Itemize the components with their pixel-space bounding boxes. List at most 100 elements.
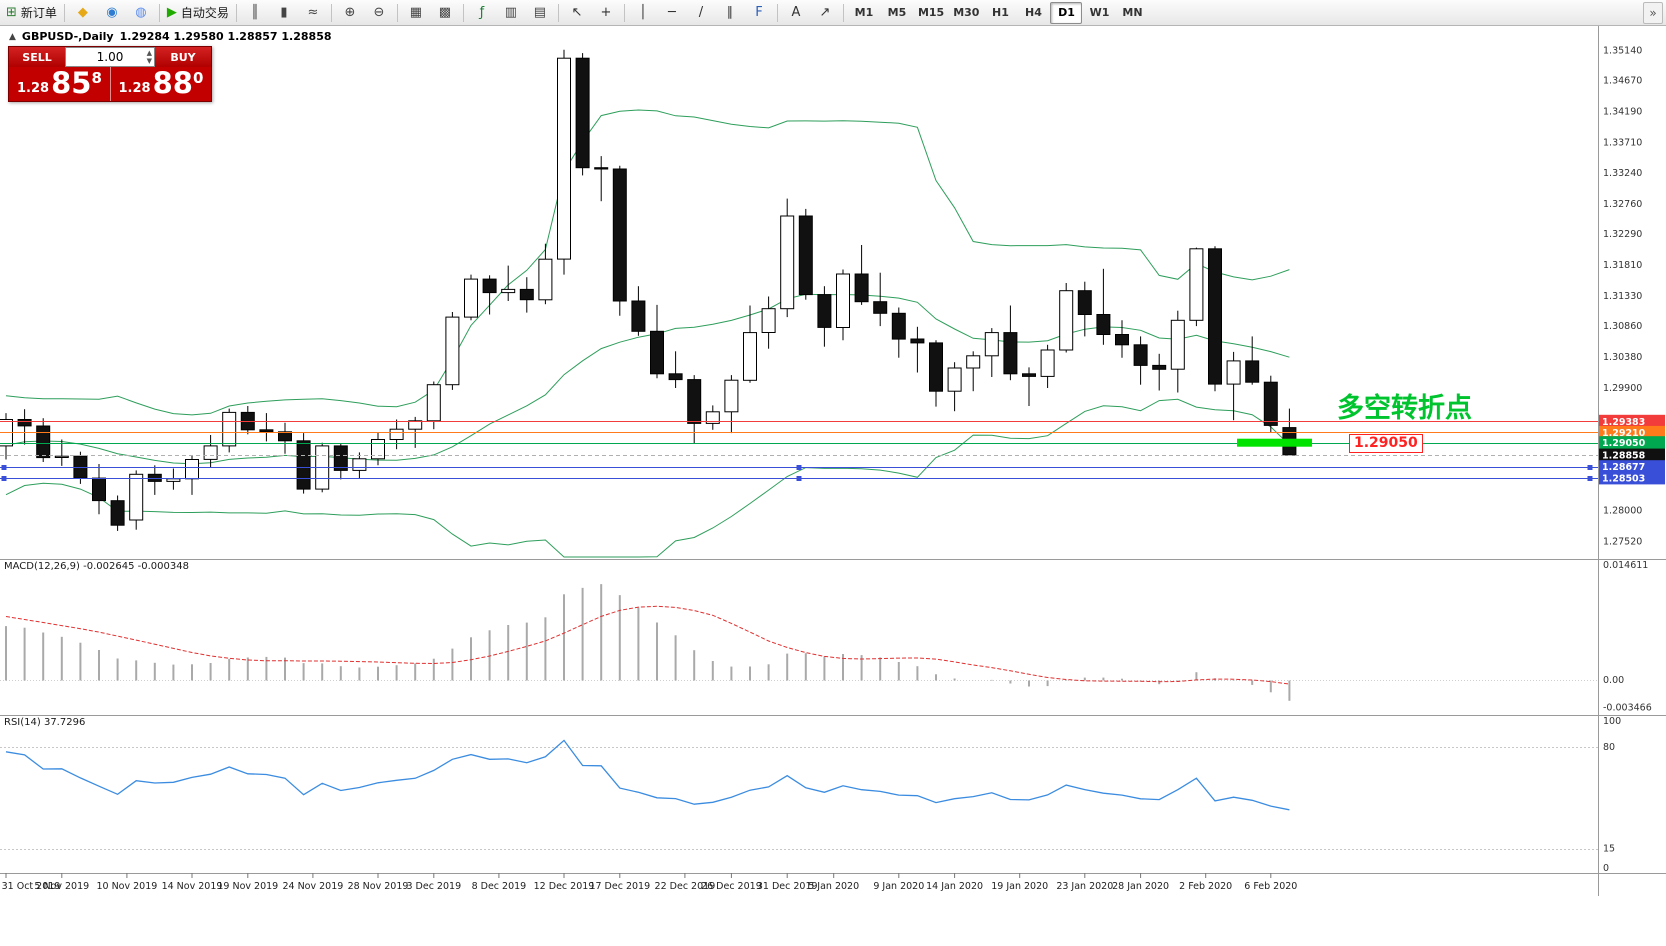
channel-button[interactable]: ∥ bbox=[716, 2, 744, 24]
tile-windows-button[interactable]: ▦ bbox=[402, 2, 430, 24]
buy-price-big: 88 bbox=[152, 66, 193, 100]
candle-body bbox=[17, 419, 32, 427]
vertical-line-icon: │ bbox=[639, 5, 647, 20]
chart-line-button[interactable]: ≈ bbox=[299, 2, 327, 24]
time-axis-label: 14 Nov 2019 bbox=[162, 881, 223, 892]
price-divider bbox=[109, 67, 111, 101]
candle-body bbox=[1022, 373, 1036, 377]
timeframe-h1-button[interactable]: H1 bbox=[992, 6, 1009, 19]
highlight-price-label[interactable]: 1.29050 bbox=[1349, 434, 1423, 453]
trendline-icon: / bbox=[698, 5, 704, 20]
candle-body bbox=[594, 167, 609, 170]
chart-canvas[interactable]: 1.35140 1.34670 1.34190 1.33710 1.33240 1.327… bbox=[0, 26, 1666, 946]
market-button[interactable]: ◆ bbox=[69, 2, 97, 24]
crosshair-button[interactable]: + bbox=[592, 2, 620, 24]
candle-body bbox=[352, 458, 367, 471]
time-axis-label: 12 Dec 2019 bbox=[534, 881, 595, 892]
hline-handle[interactable] bbox=[796, 465, 802, 470]
zoom-in-button[interactable]: ⊕ bbox=[336, 2, 364, 24]
hline-handle[interactable] bbox=[1587, 476, 1593, 481]
indicators-button[interactable]: ƒ bbox=[468, 2, 496, 24]
volume-up-icon[interactable]: ▲ bbox=[146, 49, 152, 57]
buy-price-sup: 0 bbox=[192, 69, 204, 87]
time-axis-label: 5 Nov 2019 bbox=[34, 881, 89, 892]
candle-body bbox=[1245, 360, 1260, 383]
cursor-button[interactable]: ↖ bbox=[563, 2, 591, 24]
rsi-line bbox=[5, 739, 1290, 811]
time-axis-label: 31 Oct 2019 bbox=[2, 881, 61, 892]
timeframe-d1-button[interactable]: D1 bbox=[1050, 1, 1083, 24]
time-axis-label: 28 Jan 2020 bbox=[1112, 881, 1169, 892]
price-axis-label: 1.34190 bbox=[1603, 107, 1642, 118]
candle-body bbox=[1189, 248, 1204, 321]
candle-body bbox=[519, 288, 534, 301]
buy-price[interactable]: 1.28 88 0 bbox=[111, 67, 212, 101]
vertical-line-button[interactable]: │ bbox=[629, 2, 657, 24]
sell-price[interactable]: 1.28 85 8 bbox=[9, 67, 110, 101]
hline-handle[interactable] bbox=[1, 465, 7, 470]
arrow-objects-button[interactable]: ↗ bbox=[811, 2, 839, 24]
vps-button[interactable]: ◍ bbox=[127, 2, 155, 24]
toolbar-separator bbox=[235, 3, 237, 22]
timeframe-m15-button[interactable]: M15 bbox=[917, 6, 945, 19]
bollinger-middle bbox=[5, 293, 1290, 465]
candle-body bbox=[743, 332, 757, 381]
signals-icon: ◉ bbox=[106, 5, 118, 20]
periods-button[interactable]: ▥ bbox=[497, 2, 525, 24]
rsi-axis-label: 0 bbox=[1603, 863, 1609, 874]
zoom-out-button[interactable]: ⊖ bbox=[365, 2, 393, 24]
fibonacci-button[interactable]: F bbox=[745, 2, 773, 24]
price-tag bbox=[1599, 448, 1665, 462]
one-click-collapse-button[interactable]: ▲ bbox=[9, 31, 16, 42]
macd-axis-label: 0.00 bbox=[1603, 675, 1624, 686]
candle-body bbox=[222, 411, 237, 447]
time-axis-label: 19 Jan 2020 bbox=[991, 881, 1048, 892]
timeframe-h4-button[interactable]: H4 bbox=[1025, 6, 1042, 19]
toolbar-separator bbox=[158, 3, 160, 22]
annotation-text[interactable]: 多空转折点 bbox=[1337, 393, 1472, 424]
cascade-windows-button[interactable]: ▩ bbox=[431, 2, 459, 24]
templates-icon: ▤ bbox=[533, 5, 547, 20]
candle-body bbox=[984, 332, 999, 357]
autotrading-button[interactable]: ▶ 自动交易 bbox=[164, 2, 232, 24]
candle-body bbox=[36, 425, 51, 459]
hline-handle[interactable] bbox=[1587, 465, 1593, 470]
candle-body bbox=[557, 57, 571, 260]
candle-body bbox=[650, 330, 664, 375]
volume-input[interactable]: 1.00 ▲ ▼ bbox=[65, 47, 155, 67]
hline-handle[interactable] bbox=[1, 476, 7, 481]
timeframe-w1-button[interactable]: W1 bbox=[1089, 6, 1110, 19]
symbol-name: GBPUSD-,Daily bbox=[21, 30, 114, 43]
candle-body bbox=[891, 312, 906, 340]
arrow-objects-icon: ↗ bbox=[819, 5, 831, 20]
highlight-segment[interactable] bbox=[1237, 438, 1312, 447]
macd-axis-label: 0.014611 bbox=[1603, 560, 1648, 571]
trendline-button[interactable]: / bbox=[687, 2, 715, 24]
chart-candles-button[interactable]: ▮ bbox=[270, 2, 298, 24]
signals-button[interactable]: ◉ bbox=[98, 2, 126, 24]
toolbar-separator bbox=[396, 3, 398, 22]
timeframe-m30-button[interactable]: M30 bbox=[953, 6, 980, 19]
horizontal-line-button[interactable]: ─ bbox=[658, 2, 686, 24]
time-axis-label: 22 Dec 2019 bbox=[655, 881, 716, 892]
price-axis-label: 1.27520 bbox=[1603, 536, 1642, 547]
timeframe-mn-button[interactable]: MN bbox=[1122, 6, 1143, 19]
volume-down-icon[interactable]: ▼ bbox=[146, 57, 152, 65]
candle-body bbox=[278, 431, 292, 442]
timeframe-m5-button[interactable]: M5 bbox=[887, 6, 907, 19]
hline-handle[interactable] bbox=[796, 476, 802, 481]
templates-button[interactable]: ▤ bbox=[526, 2, 554, 24]
toolbar-overflow-button[interactable]: » bbox=[1643, 1, 1663, 24]
text-button[interactable]: A bbox=[782, 2, 810, 24]
buy-button[interactable]: BUY bbox=[155, 47, 211, 67]
sell-button[interactable]: SELL bbox=[9, 47, 65, 67]
price-axis-label: 1.35140 bbox=[1603, 46, 1642, 57]
time-axis-label: 9 Jan 2020 bbox=[873, 881, 924, 892]
periods-icon: ▥ bbox=[504, 5, 518, 20]
new-order-button[interactable]: ⊞ 新订单 bbox=[3, 2, 60, 24]
price-tag-value: 1.28677 bbox=[1602, 462, 1645, 473]
price-tag-value: 1.28858 bbox=[1602, 451, 1646, 462]
chart-bars-button[interactable]: ║ bbox=[241, 2, 269, 24]
price-axis-label: 1.32290 bbox=[1603, 229, 1642, 240]
timeframe-m1-button[interactable]: M1 bbox=[854, 6, 874, 19]
